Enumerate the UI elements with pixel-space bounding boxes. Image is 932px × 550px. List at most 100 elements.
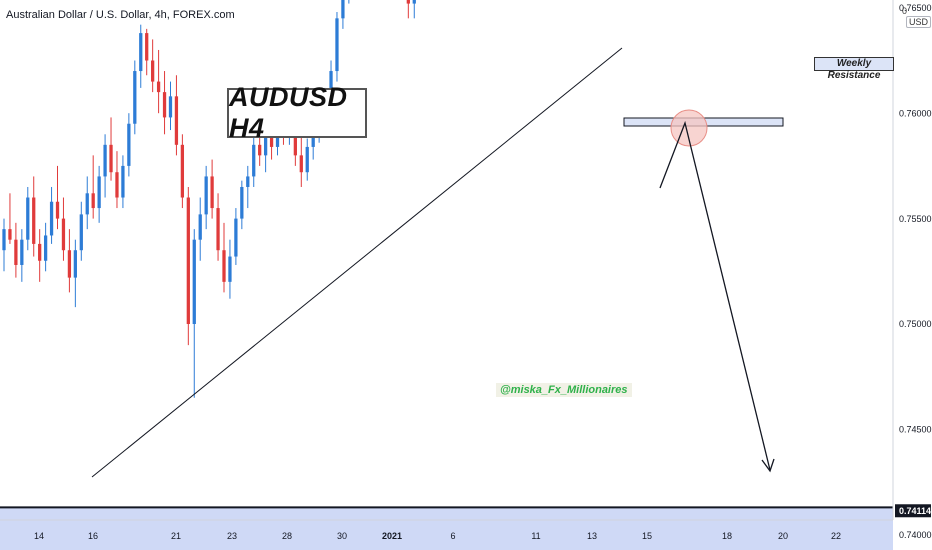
candle <box>210 159 214 219</box>
candle-body <box>174 96 179 145</box>
candle-body <box>127 123 131 166</box>
candle <box>133 60 137 135</box>
candle-body <box>151 60 155 82</box>
currency-label[interactable]: USD <box>906 16 932 28</box>
price-tick-label: 0.75500 <box>899 214 932 224</box>
candle <box>156 49 161 114</box>
time-tick-label: 16 <box>88 531 98 541</box>
candle-body <box>115 172 119 198</box>
projection-path[interactable] <box>659 120 771 471</box>
candle-body <box>145 33 149 61</box>
price-axis[interactable]: 0.781440.781400.775000.770480.765000.760… <box>892 0 932 540</box>
candle-body <box>168 96 173 118</box>
candle <box>168 81 173 131</box>
price-tick-label: 0.74114 <box>899 506 931 516</box>
candle-body <box>305 146 309 173</box>
currency-selector[interactable]: 0USD <box>902 6 932 28</box>
candle <box>67 229 72 293</box>
candlestick-series <box>2 0 416 398</box>
candle-body <box>341 0 345 19</box>
price-zones <box>0 507 893 550</box>
candle <box>299 134 303 187</box>
chart-title: Australian Dollar / U.S. Dollar, 4h, FOR… <box>6 9 235 21</box>
candle-body <box>38 243 42 261</box>
candle-body <box>234 218 238 257</box>
candle-body <box>210 176 214 209</box>
price-tick-label: 0.74500 <box>899 425 932 435</box>
symbol-annotation[interactable]: AUDUSD H4 <box>227 82 367 143</box>
candle <box>222 222 226 293</box>
weekly-resistance-label[interactable]: Weekly Resistance <box>814 57 894 81</box>
time-tick-label: 14 <box>34 531 44 541</box>
candle-body <box>258 144 262 156</box>
time-axis[interactable]: 14 16 21 23 28 30 2021 6 11 13 15 18 20 22 <box>0 519 893 541</box>
candle-body <box>49 201 54 236</box>
candle-body <box>139 33 143 72</box>
candle <box>412 0 416 19</box>
level-price-tag[interactable] <box>895 504 931 518</box>
time-tick-label: 30 <box>337 531 347 541</box>
candle <box>85 176 89 230</box>
candle <box>204 165 208 230</box>
candle <box>246 165 250 209</box>
time-tick-label: 11 <box>531 531 540 541</box>
candle <box>234 208 238 265</box>
candle-body <box>162 92 167 118</box>
candle <box>162 71 167 135</box>
candle <box>115 151 119 209</box>
candle <box>79 201 83 261</box>
candle-body <box>32 197 36 244</box>
time-tick-label: 18 <box>722 531 732 541</box>
candle-body <box>240 186 244 219</box>
candle <box>2 218 6 272</box>
price-tick-label: 0.75000 <box>899 319 932 329</box>
time-tick-label: 22 <box>831 531 841 541</box>
ascending-trendline[interactable] <box>91 47 623 478</box>
candle-body <box>311 134 315 147</box>
candle <box>8 193 12 244</box>
candle <box>228 239 232 299</box>
candle <box>38 229 42 282</box>
candle <box>145 28 149 76</box>
candle <box>61 197 66 261</box>
candle <box>103 134 107 198</box>
candle <box>73 239 77 308</box>
candle <box>348 0 350 4</box>
candle-body <box>299 155 303 173</box>
price-tick-label: 0.76000 <box>899 108 932 118</box>
candle-body <box>406 0 410 4</box>
candle-body <box>204 176 208 215</box>
time-tick-label: 15 <box>642 531 652 541</box>
candle <box>26 186 30 251</box>
time-tick-label: 21 <box>171 531 181 541</box>
candle-body <box>335 18 339 72</box>
currency-prefix: 0 <box>902 6 908 16</box>
candle-body <box>20 239 24 265</box>
candle-body <box>263 134 268 156</box>
candle-body <box>198 214 202 240</box>
candle <box>121 155 125 209</box>
support-zone[interactable] <box>0 507 893 550</box>
candle-body <box>133 71 137 124</box>
candle <box>32 176 36 257</box>
candle <box>174 75 179 156</box>
candle-body <box>329 71 333 101</box>
candle <box>139 24 143 88</box>
candle <box>109 117 113 181</box>
candle-body <box>252 144 256 177</box>
candle-body <box>216 208 220 251</box>
candle <box>240 180 244 230</box>
candle-body <box>43 235 48 261</box>
author-watermark: @miska_Fx_Millionaires <box>496 383 632 397</box>
candle-body <box>91 193 95 209</box>
horizontal-levels <box>0 506 893 509</box>
candle-body <box>73 250 77 278</box>
candle <box>14 222 18 278</box>
candle-body <box>246 176 250 187</box>
candle-body <box>186 197 190 324</box>
candle <box>192 229 196 398</box>
time-tick-label: 2021 <box>382 531 402 541</box>
candle-body <box>26 197 30 240</box>
candle-body <box>180 144 185 198</box>
